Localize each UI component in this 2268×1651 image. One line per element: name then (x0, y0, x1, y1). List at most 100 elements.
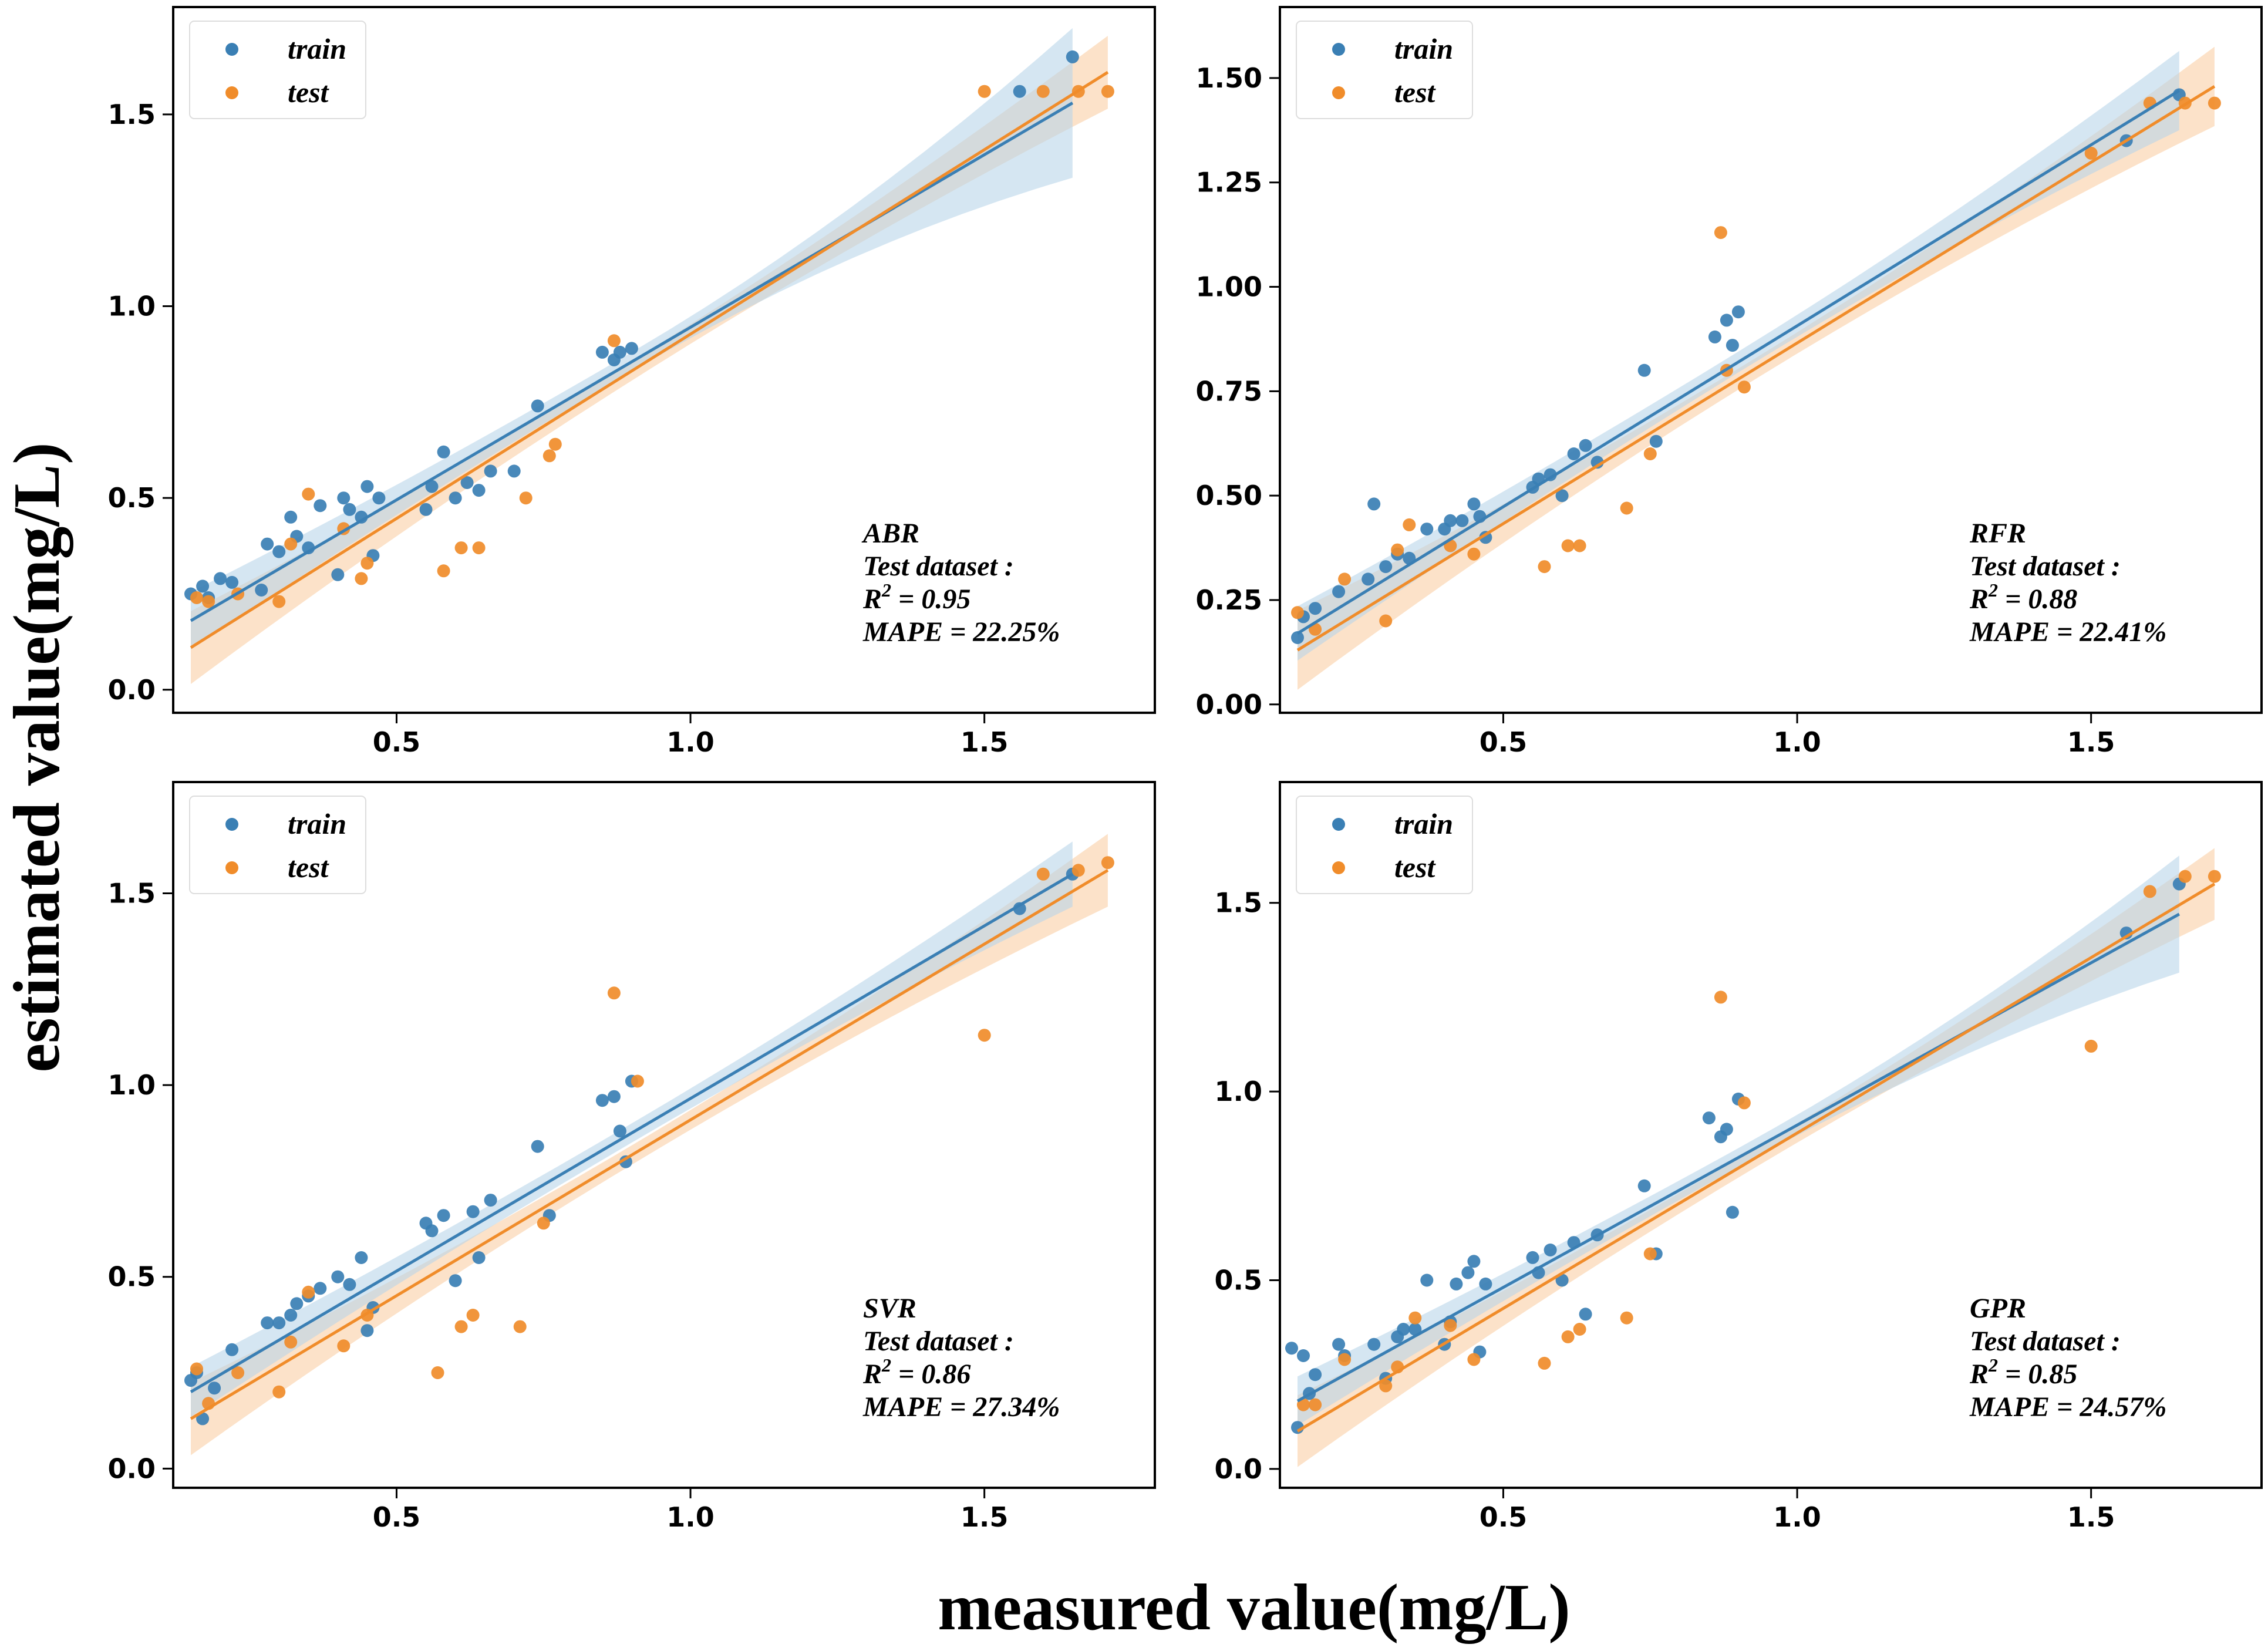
train-point (619, 1155, 632, 1168)
train-point (1702, 1111, 1716, 1125)
y-tick-label: 1.50 (1196, 62, 1263, 94)
train-point (607, 1090, 621, 1103)
y-tick-label: 1.5 (1215, 887, 1263, 919)
test-point (537, 1217, 550, 1230)
train-point (1332, 1337, 1346, 1351)
test-point (302, 1285, 315, 1299)
test-legend-label: test (1394, 76, 1437, 109)
train-point (1708, 330, 1721, 343)
r2-value: R2 = 0.95 (862, 579, 970, 615)
x-tick-label: 0.5 (373, 726, 421, 758)
train-point (1444, 514, 1457, 527)
train-point (1420, 523, 1434, 536)
test-point (272, 1385, 286, 1399)
train-confidence-band (191, 28, 1073, 650)
y-tick-label: 0.5 (1215, 1264, 1263, 1296)
test-point (1737, 1096, 1751, 1110)
train-point (1526, 1251, 1539, 1264)
train-point (290, 1297, 304, 1310)
test-point (1620, 501, 1633, 515)
test-point (2208, 96, 2221, 110)
train-point (531, 399, 544, 413)
train-point (360, 480, 374, 493)
train-point (314, 1282, 327, 1295)
train-regression-line (190, 102, 1074, 622)
train-point (1379, 560, 1393, 574)
train-point (425, 1224, 439, 1238)
model-name: RFR (1969, 518, 2026, 549)
test-point (431, 1366, 444, 1379)
test-point (1737, 380, 1751, 394)
train-point (1649, 434, 1663, 448)
y-tick-label: 0.0 (108, 674, 156, 706)
train-point (484, 464, 497, 478)
train-point (314, 499, 327, 513)
test-point (607, 334, 621, 348)
train-point (1555, 1273, 1569, 1287)
test-point (1338, 572, 1352, 586)
train-point (1731, 305, 1745, 319)
train-point (472, 484, 486, 497)
test-point (1379, 614, 1393, 628)
train-point (1467, 497, 1481, 511)
test-point (1714, 990, 1727, 1004)
test-point (202, 595, 215, 608)
train-point (1309, 602, 1322, 615)
train-point (255, 584, 268, 597)
r2-value: R2 = 0.86 (862, 1355, 970, 1390)
train-legend-marker (1332, 43, 1345, 56)
test-point (631, 1074, 644, 1088)
train-point (1579, 1308, 1592, 1321)
train-confidence-band (1298, 50, 2179, 661)
train-point (1397, 1323, 1410, 1336)
train-point (531, 1140, 544, 1153)
train-point (284, 1309, 298, 1322)
y-tick-label: 0.25 (1196, 584, 1263, 616)
test-point (1444, 1319, 1457, 1332)
x-tick-label: 0.5 (1480, 1501, 1528, 1533)
test-point (466, 1309, 480, 1322)
train-point (360, 1324, 374, 1337)
train-legend-label: train (288, 32, 346, 65)
test-point (1643, 447, 1657, 460)
x-axis-title: measured value(mg/L) (938, 1571, 1570, 1644)
dataset-label: Test dataset : (1970, 551, 2121, 582)
train-point (196, 579, 210, 593)
model-name: ABR (861, 518, 919, 549)
test-point (1408, 1311, 1422, 1325)
train-point (1567, 447, 1580, 460)
train-regression-line (190, 872, 1074, 1393)
train-point (1455, 514, 1469, 527)
test-point (360, 557, 374, 570)
test-regression-line (190, 70, 1109, 649)
train-point (1291, 631, 1304, 644)
train-point (1579, 439, 1592, 452)
train-point (1367, 497, 1381, 511)
test-point (190, 1362, 203, 1376)
train-confidence-band (191, 841, 1073, 1417)
train-legend-label: train (1394, 807, 1453, 840)
y-tick-label: 1.5 (108, 99, 156, 130)
test-point (1291, 606, 1304, 619)
test-point (454, 1320, 468, 1333)
train-point (1467, 1255, 1481, 1268)
train-legend-marker (225, 43, 238, 56)
train-point (337, 491, 351, 505)
train-point (449, 1274, 462, 1288)
test-point (1309, 1398, 1322, 1411)
train-point (1309, 1368, 1322, 1382)
train-point (343, 1278, 356, 1291)
test-point (1379, 1379, 1393, 1393)
train-point (1544, 468, 1557, 481)
y-tick-label: 0.5 (108, 1261, 156, 1293)
x-tick-label: 1.0 (1773, 726, 1821, 758)
plot-frame (1279, 781, 2263, 1489)
test-point (231, 1366, 245, 1379)
dataset-label: Test dataset : (1970, 1326, 2121, 1357)
